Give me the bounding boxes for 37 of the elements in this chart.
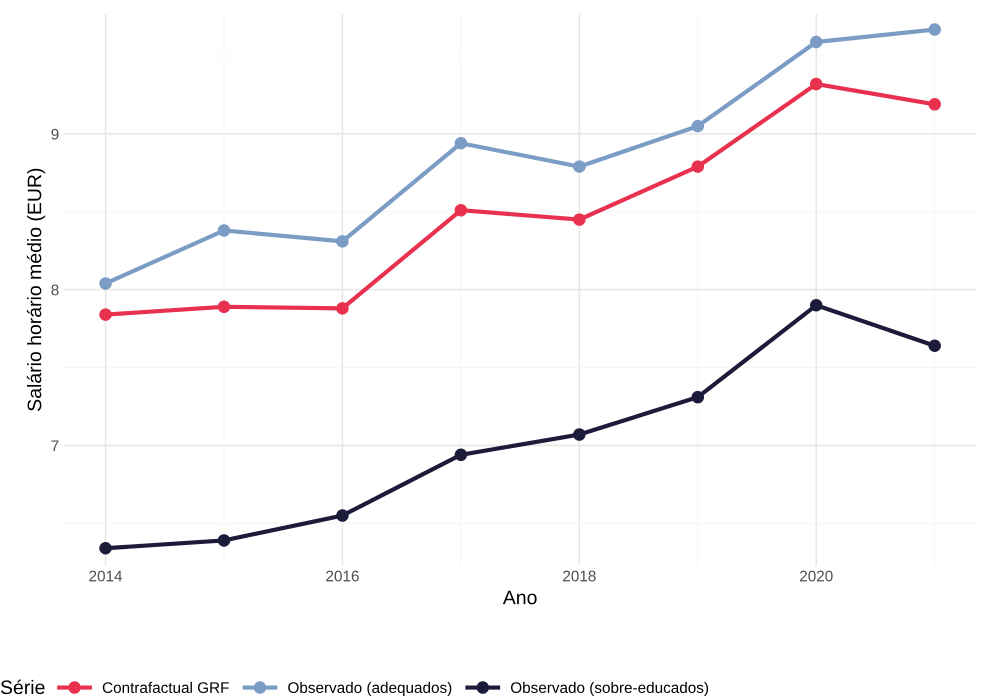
legend-title: Série: [0, 680, 45, 694]
point: [573, 213, 586, 226]
point: [336, 509, 349, 522]
point: [810, 298, 822, 312]
point: [218, 534, 230, 547]
point: [454, 448, 468, 462]
point: [692, 390, 704, 404]
x-tick-label: 2016: [326, 570, 359, 582]
x-axis-title: Ano: [502, 590, 537, 604]
point: [218, 224, 230, 237]
point: [928, 98, 941, 111]
point: [99, 308, 112, 321]
point: [336, 302, 349, 315]
point: [692, 160, 704, 173]
point: [99, 277, 112, 290]
point: [573, 428, 586, 441]
point: [336, 235, 349, 248]
point: [810, 36, 822, 48]
point: [810, 78, 822, 90]
x-tick-label: 2018: [563, 570, 596, 582]
point: [928, 23, 941, 36]
legend-label: Observado (sobre-educados): [511, 682, 708, 696]
y-tick-label: 7: [52, 440, 58, 451]
y-tick-label: 9: [51, 128, 59, 140]
legend-label: Contrafactual GRF: [102, 682, 229, 694]
point: [928, 339, 941, 352]
point: [454, 204, 468, 216]
point: [573, 160, 586, 173]
point: [454, 136, 468, 150]
y-axis-title: Salário horário médio (EUR): [26, 168, 46, 411]
y-tick-label: 8: [51, 284, 59, 296]
point: [218, 300, 230, 314]
point: [692, 120, 704, 132]
legend-label: Observado (adequados): [288, 682, 452, 696]
x-tick-label: 2020: [800, 570, 833, 582]
point: [99, 542, 112, 554]
x-tick-label: 2014: [89, 570, 122, 582]
